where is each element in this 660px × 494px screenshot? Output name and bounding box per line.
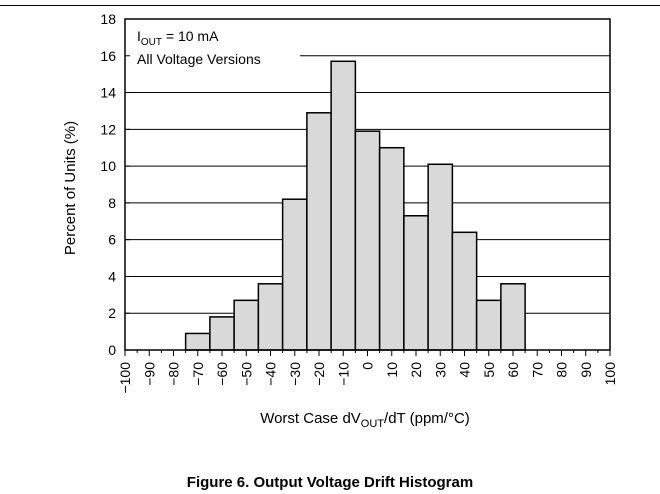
bars (186, 61, 526, 350)
x-tick-label: 0 (360, 362, 376, 370)
y-axis-title: Percent of Units (%) (62, 121, 79, 255)
annotation-versions: All Voltage Versions (137, 51, 261, 67)
x-tick-label: −20 (311, 362, 327, 386)
x-tick-label: 20 (408, 362, 424, 378)
x-tick-label: −10 (335, 362, 351, 386)
x-tick-label: −70 (190, 362, 206, 386)
x-tick-label: −50 (238, 362, 254, 386)
y-tick-label: 12 (100, 121, 116, 137)
histogram-bar (404, 216, 428, 350)
x-tick-label: 40 (457, 362, 473, 378)
y-tick-label: 2 (108, 305, 116, 321)
histogram-bar (380, 148, 404, 350)
x-tick-label: 70 (529, 362, 545, 378)
histogram-bar (452, 232, 476, 350)
y-tick-label: 10 (100, 158, 116, 174)
y-tick-label: 16 (100, 48, 116, 64)
y-tick-label: 8 (108, 195, 116, 211)
histogram-bar (210, 317, 234, 350)
y-tick-label: 0 (108, 342, 116, 358)
histogram-bar (428, 164, 452, 350)
x-tick-label: −40 (263, 362, 279, 386)
y-tick-label: 4 (108, 268, 116, 284)
y-tick-label: 6 (108, 232, 116, 248)
x-tick-label: 50 (481, 362, 497, 378)
x-tick-label: 30 (432, 362, 448, 378)
x-tick-label: −100 (117, 362, 133, 394)
x-tick-label: 10 (384, 362, 400, 378)
x-tick-label: −60 (214, 362, 230, 386)
histogram-bar (501, 284, 525, 350)
x-tick-label: −80 (166, 362, 182, 386)
x-tick-label: 80 (554, 362, 570, 378)
x-tick-label: −30 (287, 362, 303, 386)
histogram-bar (283, 199, 307, 350)
annotation-iout: IOUT = 10 mA (137, 28, 219, 48)
histogram-bar (355, 131, 379, 350)
histogram-bar (331, 61, 355, 350)
figure-caption: Figure 6. Output Voltage Drift Histogram (0, 474, 660, 491)
histogram-bar (258, 284, 282, 350)
x-tick-label: 60 (505, 362, 521, 378)
y-tick-label: 14 (100, 85, 116, 101)
x-tick-label: −90 (141, 362, 157, 386)
x-tick-label: 90 (578, 362, 594, 378)
histogram-bar (234, 300, 258, 350)
histogram-bar (307, 113, 331, 350)
y-tick-label: 18 (100, 11, 116, 27)
x-axis-ticks: −100 −90 −80 −70 −60 −50 −40 −30 −20 −10 0 10 20 30 40… (117, 350, 618, 394)
histogram-bar (477, 300, 501, 350)
histogram-bar (186, 333, 210, 350)
x-tick-label: 100 (602, 362, 618, 386)
x-axis-title: Worst Case dVOUT/dT (ppm/°C) (260, 410, 470, 430)
